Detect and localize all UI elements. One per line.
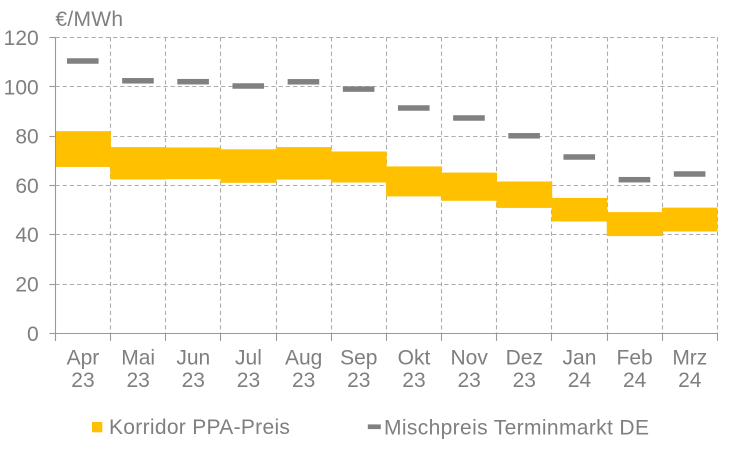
svg-text:23: 23 xyxy=(402,369,425,392)
svg-text:Jan: Jan xyxy=(563,347,597,370)
svg-text:Aug: Aug xyxy=(285,347,322,370)
svg-text:80: 80 xyxy=(15,126,38,149)
svg-text:24: 24 xyxy=(623,369,647,392)
svg-text:€/MWh: €/MWh xyxy=(55,8,123,31)
svg-text:60: 60 xyxy=(15,175,38,198)
svg-text:Korridor PPA-Preis: Korridor PPA-Preis xyxy=(109,416,290,439)
svg-text:Dez: Dez xyxy=(506,347,543,370)
svg-text:24: 24 xyxy=(678,369,702,392)
svg-text:23: 23 xyxy=(292,369,315,392)
svg-text:Jul: Jul xyxy=(235,347,262,370)
svg-text:Nov: Nov xyxy=(450,347,488,370)
svg-text:23: 23 xyxy=(513,369,536,392)
svg-text:120: 120 xyxy=(4,27,39,50)
svg-text:Feb: Feb xyxy=(617,347,653,370)
svg-text:23: 23 xyxy=(182,369,205,392)
svg-text:Apr: Apr xyxy=(67,347,100,370)
svg-text:23: 23 xyxy=(126,369,149,392)
svg-text:Mrz: Mrz xyxy=(672,347,707,370)
svg-text:100: 100 xyxy=(4,76,39,99)
svg-text:Okt: Okt xyxy=(398,347,431,370)
svg-text:Mai: Mai xyxy=(121,347,155,370)
svg-text:Sep: Sep xyxy=(340,347,377,370)
svg-text:0: 0 xyxy=(27,323,39,346)
svg-text:23: 23 xyxy=(457,369,480,392)
svg-text:23: 23 xyxy=(347,369,370,392)
svg-text:Mischpreis Terminmarkt DE: Mischpreis Terminmarkt DE xyxy=(384,416,649,439)
svg-text:Jun: Jun xyxy=(176,347,210,370)
svg-text:23: 23 xyxy=(237,369,260,392)
svg-text:24: 24 xyxy=(568,369,592,392)
svg-text:40: 40 xyxy=(15,224,38,247)
svg-text:20: 20 xyxy=(15,273,38,296)
svg-text:23: 23 xyxy=(71,369,94,392)
